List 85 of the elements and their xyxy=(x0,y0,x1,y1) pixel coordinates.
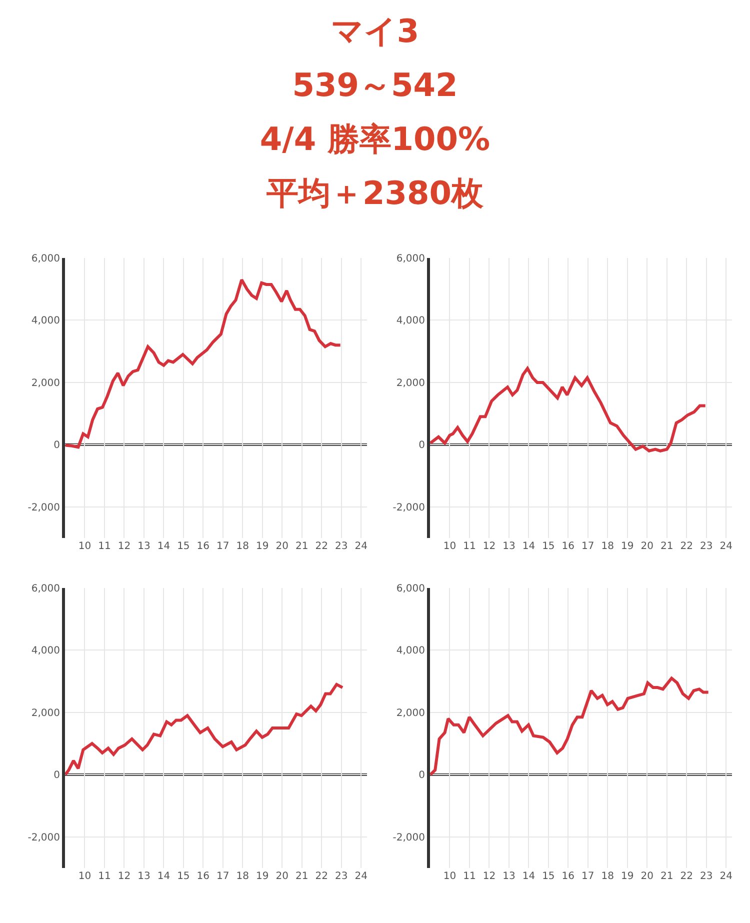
x-tick-label: 14 xyxy=(522,541,536,552)
x-tick-label: 11 xyxy=(463,871,476,882)
y-tick-label: 4,000 xyxy=(396,316,425,327)
y-tick-label: 0 xyxy=(54,770,60,782)
x-tick-label: 10 xyxy=(78,541,92,552)
line-series xyxy=(65,278,342,449)
x-tick-label: 12 xyxy=(482,871,496,882)
y-tick-label: 2,000 xyxy=(31,378,60,389)
y-tick-label: -2,000 xyxy=(392,502,425,514)
x-tick-label: 13 xyxy=(502,871,516,882)
y-tick-label: 6,000 xyxy=(31,254,60,264)
x-tick-label: 15 xyxy=(177,541,190,552)
line-series xyxy=(430,676,710,776)
x-tick-label: 16 xyxy=(196,871,210,882)
x-tick-label: 23 xyxy=(700,541,713,552)
x-tick-label: 18 xyxy=(601,541,614,552)
y-tick-label: 6,000 xyxy=(396,254,425,264)
x-tick-label: 12 xyxy=(118,541,131,552)
y-tick-label: 6,000 xyxy=(31,584,60,594)
x-tick-label: 23 xyxy=(334,871,348,882)
x-tick-label: 20 xyxy=(640,541,654,552)
x-tick-label: 12 xyxy=(482,541,496,552)
x-tick-label: 22 xyxy=(315,541,328,552)
x-tick-label: 23 xyxy=(700,871,713,882)
y-tick-label: 2,000 xyxy=(31,708,60,719)
y-tick-label: 0 xyxy=(418,440,425,452)
x-tick-label: 19 xyxy=(621,541,634,552)
x-tick-label: 18 xyxy=(236,871,250,882)
x-tick-label: 17 xyxy=(216,871,230,882)
x-tick-label: 19 xyxy=(256,871,269,882)
x-tick-label: 16 xyxy=(196,541,210,552)
x-tick-label: 10 xyxy=(443,541,456,552)
line-series xyxy=(65,682,344,776)
x-tick-label: 11 xyxy=(98,541,111,552)
y-tick-label: 4,000 xyxy=(396,646,425,657)
x-tick-label: 24 xyxy=(354,871,368,882)
x-tick-label: 17 xyxy=(582,541,594,552)
x-tick-label: 14 xyxy=(157,541,170,552)
x-tick-label: 10 xyxy=(443,871,456,882)
x-tick-label: 16 xyxy=(562,871,575,882)
y-tick-label: -2,000 xyxy=(28,502,60,514)
y-tick-label: -2,000 xyxy=(392,832,425,844)
chart-title: マイ3 539～542 4/4 勝率100% 平均＋2380枚 xyxy=(258,11,492,214)
x-tick-label: 20 xyxy=(276,541,288,552)
x-tick-label: 23 xyxy=(334,541,348,552)
x-tick-label: 10 xyxy=(78,871,92,882)
x-tick-label: 22 xyxy=(315,871,328,882)
x-tick-label: 24 xyxy=(354,541,368,552)
y-tick-label: 4,000 xyxy=(31,646,60,657)
x-tick-label: 19 xyxy=(256,541,269,552)
x-tick-label: 19 xyxy=(621,871,634,882)
x-tick-label: 11 xyxy=(463,541,476,552)
x-tick-label: 21 xyxy=(660,871,674,882)
y-tick-label: 2,000 xyxy=(396,378,425,389)
x-tick-label: 21 xyxy=(295,541,308,552)
y-tick-label: 0 xyxy=(54,440,60,452)
x-tick-label: 17 xyxy=(216,541,230,552)
x-tick-label: 14 xyxy=(157,871,170,882)
x-tick-label: 21 xyxy=(295,871,308,882)
line-series xyxy=(430,366,707,452)
x-tick-label: 22 xyxy=(680,871,693,882)
x-tick-label: 11 xyxy=(98,871,111,882)
x-tick-label: 18 xyxy=(236,541,250,552)
x-tick-label: 14 xyxy=(522,871,536,882)
x-tick-label: 15 xyxy=(542,541,555,552)
y-tick-label: -2,000 xyxy=(28,832,60,844)
x-tick-label: 18 xyxy=(601,871,614,882)
x-tick-label: 13 xyxy=(502,541,516,552)
y-tick-label: 2,000 xyxy=(396,708,425,719)
x-tick-label: 24 xyxy=(720,871,732,882)
y-tick-label: 6,000 xyxy=(396,584,425,594)
x-tick-label: 20 xyxy=(640,871,654,882)
x-tick-label: 12 xyxy=(118,871,131,882)
x-tick-label: 13 xyxy=(138,871,150,882)
x-tick-label: 15 xyxy=(542,871,555,882)
x-tick-label: 16 xyxy=(562,541,575,552)
y-tick-label: 4,000 xyxy=(31,316,60,327)
x-tick-label: 17 xyxy=(582,871,594,882)
x-tick-label: 21 xyxy=(660,541,674,552)
x-tick-label: 20 xyxy=(276,871,288,882)
x-tick-label: 24 xyxy=(720,541,732,552)
x-tick-label: 22 xyxy=(680,541,693,552)
x-tick-label: 15 xyxy=(177,871,190,882)
y-tick-label: 0 xyxy=(418,770,425,782)
x-tick-label: 13 xyxy=(138,541,150,552)
